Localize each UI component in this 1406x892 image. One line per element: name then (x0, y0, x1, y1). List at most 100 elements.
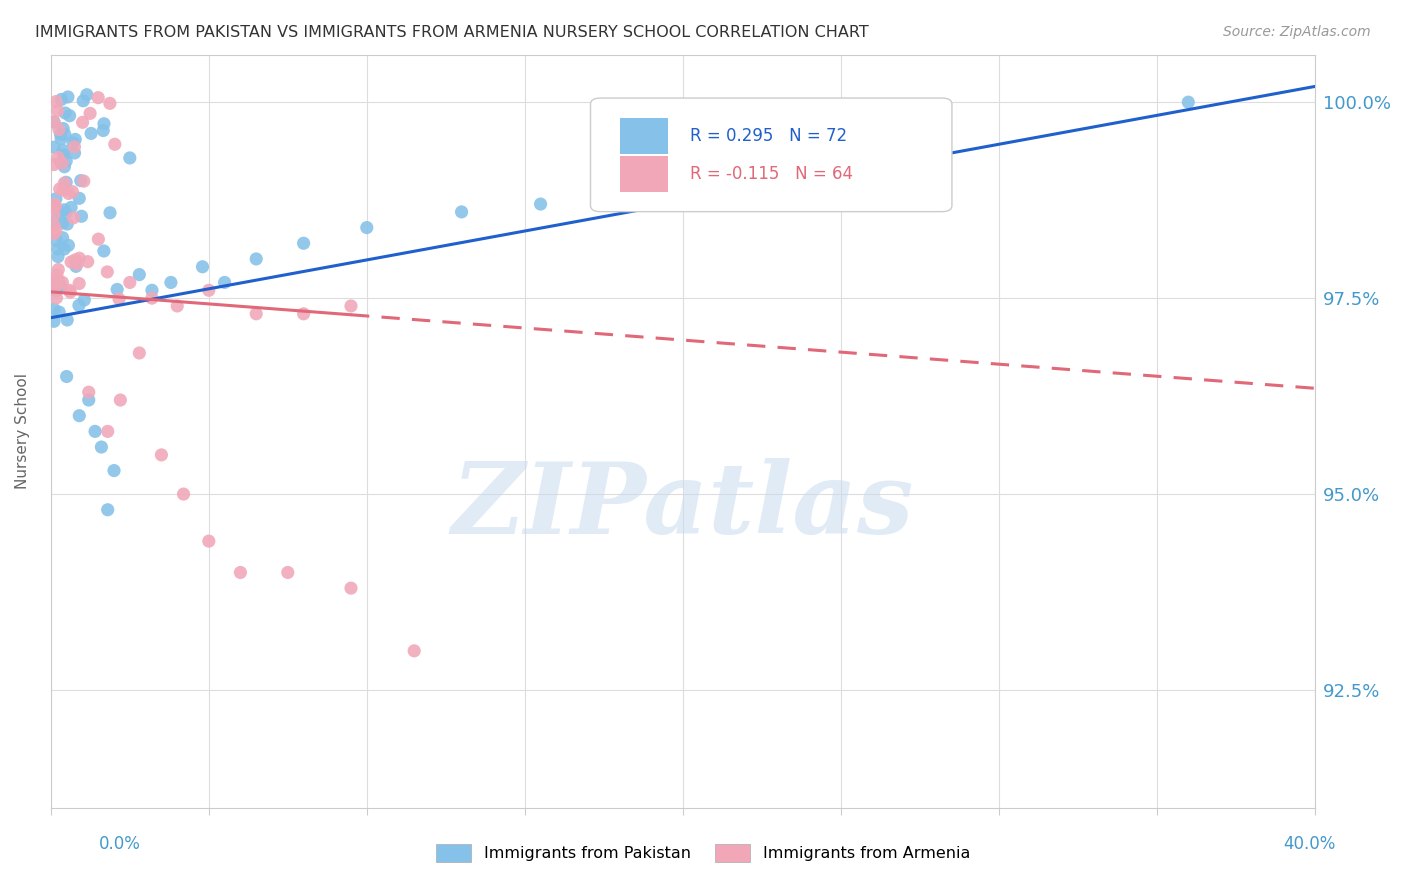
Text: IMMIGRANTS FROM PAKISTAN VS IMMIGRANTS FROM ARMENIA NURSERY SCHOOL CORRELATION C: IMMIGRANTS FROM PAKISTAN VS IMMIGRANTS F… (35, 25, 869, 40)
Point (51, 92, 73, 106)
Point (49, 131, 72, 145)
Point (49, 128, 72, 142)
Point (53, 160, 76, 174)
Point (72, 115, 94, 129)
Point (42, 276, 65, 290)
Point (49, 156, 72, 170)
Point (198, 283, 221, 297)
Point (150, 448, 173, 462)
Point (45, 291, 67, 305)
Text: R = 0.295   N = 72: R = 0.295 N = 72 (690, 127, 848, 145)
Point (110, 392, 132, 407)
Point (128, 268, 150, 282)
Point (751, 173, 773, 187)
Point (62, 136, 84, 150)
Point (450, 205, 472, 219)
Point (60, 201, 83, 215)
Point (214, 276, 236, 290)
Point (63, 146, 86, 161)
Point (66, 257, 89, 271)
Point (63, 140, 86, 154)
Point (42, 197, 65, 211)
Text: ZIPatlas: ZIPatlas (451, 458, 914, 555)
Point (59, 284, 82, 298)
Legend: Immigrants from Pakistan, Immigrants from Armenia: Immigrants from Pakistan, Immigrants fro… (429, 838, 977, 868)
Point (79, 106, 101, 120)
Bar (620, 156, 668, 192)
Point (70, 209, 93, 223)
Point (76, 87, 98, 102)
Point (42, 273, 65, 287)
Point (62, 211, 84, 225)
Point (51, 156, 73, 170)
Point (45, 278, 67, 293)
Text: 40.0%: 40.0% (1284, 835, 1336, 853)
Point (60, 255, 83, 269)
Point (108, 292, 131, 306)
Point (53, 106, 76, 120)
Point (245, 307, 267, 321)
Point (277, 566, 299, 580)
Point (52, 183, 75, 197)
Point (340, 581, 363, 595)
Point (84, 425, 107, 439)
Point (65, 260, 87, 274)
Point (56, 313, 79, 327)
Point (67, 409, 90, 423)
Point (87, 232, 110, 246)
Point (98, 206, 121, 220)
Point (76, 254, 98, 268)
Point (55, 206, 77, 220)
Point (87, 90, 110, 104)
Point (67, 252, 90, 266)
Point (65, 132, 87, 146)
Point (245, 252, 267, 266)
Text: Source: ZipAtlas.com: Source: ZipAtlas.com (1223, 25, 1371, 39)
Point (292, 236, 315, 251)
Point (46, 268, 69, 283)
Point (340, 299, 363, 313)
Point (529, 197, 551, 211)
Point (98, 96, 121, 111)
Point (103, 464, 125, 478)
Point (44, 199, 66, 213)
Point (73, 293, 96, 307)
Point (45, 223, 67, 237)
Point (77, 385, 100, 400)
Point (51, 276, 73, 290)
Point (48, 203, 70, 218)
Point (48, 305, 70, 319)
Point (198, 534, 221, 549)
Text: R = -0.115   N = 64: R = -0.115 N = 64 (690, 165, 853, 183)
Point (48, 182, 70, 196)
Point (45, 95, 67, 109)
Point (91, 123, 114, 137)
Point (56, 90, 79, 104)
Point (52, 144, 75, 158)
Point (229, 566, 252, 580)
Point (118, 151, 141, 165)
Point (52, 121, 75, 136)
Point (67, 298, 90, 312)
Point (292, 307, 315, 321)
FancyBboxPatch shape (591, 98, 952, 211)
Point (52, 148, 75, 162)
Point (97, 425, 120, 439)
Point (924, 150, 946, 164)
Point (42, 277, 65, 291)
Point (104, 137, 127, 152)
Point (166, 299, 188, 313)
Point (93, 244, 115, 258)
Point (42, 207, 65, 221)
Point (141, 291, 163, 305)
Point (58, 238, 80, 252)
Point (42, 115, 65, 129)
Point (105, 283, 128, 297)
Point (44, 214, 66, 228)
Point (93, 117, 115, 131)
Point (42, 157, 65, 171)
Point (46, 242, 69, 256)
Point (53, 176, 76, 190)
Point (46, 250, 69, 264)
Point (52, 230, 75, 244)
